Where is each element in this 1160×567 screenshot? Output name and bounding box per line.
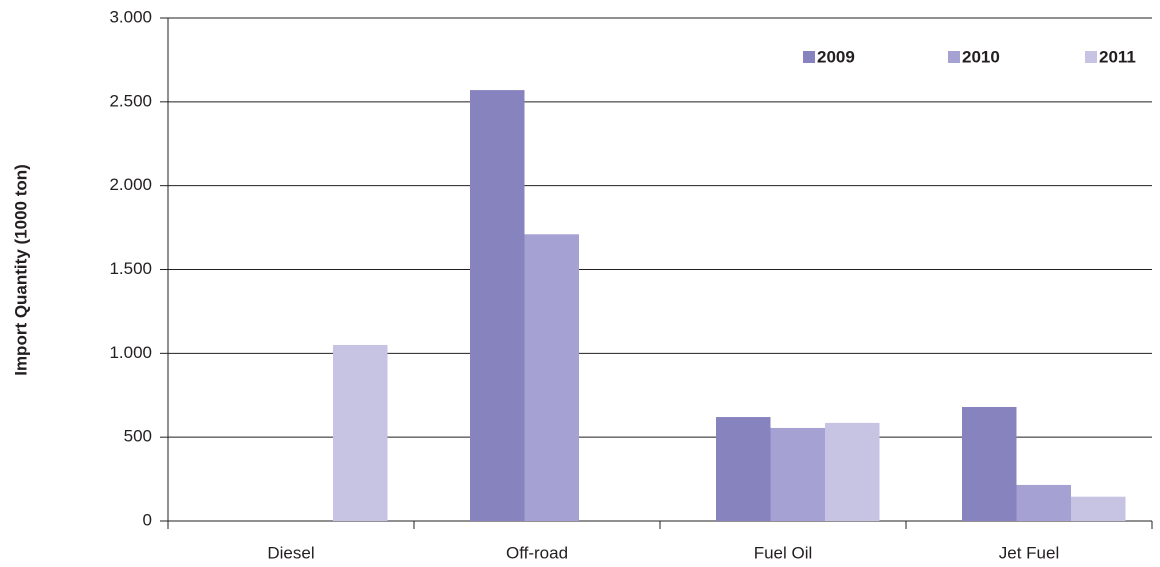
y-tick-label: 3.000 (109, 7, 152, 26)
bar (962, 406, 1017, 521)
bar (333, 344, 388, 521)
y-tick-label: 0 (143, 510, 152, 529)
x-tick-label: Fuel Oil (754, 543, 813, 562)
bar (524, 234, 579, 522)
y-axis-title: Import Quantity (1000 ton) (11, 164, 30, 376)
bar (825, 422, 880, 521)
legend-label: 2009 (817, 47, 855, 66)
bar (1071, 496, 1126, 521)
x-tick-label: Jet Fuel (999, 543, 1059, 562)
bar (1016, 484, 1071, 521)
y-tick-label: 2.500 (109, 91, 152, 110)
y-tick-label: 2.000 (109, 175, 152, 194)
bar (770, 427, 825, 521)
legend-label: 2010 (962, 47, 1000, 66)
bar (716, 417, 771, 521)
y-tick-label: 1.500 (109, 259, 152, 278)
legend-swatch (948, 51, 960, 63)
y-tick-label: 1.000 (109, 343, 152, 362)
legend-label: 2011 (1099, 47, 1136, 66)
legend-swatch (803, 51, 815, 63)
x-tick-label: Off-road (506, 543, 568, 562)
legend-swatch (1085, 51, 1097, 63)
y-tick-label: 500 (124, 427, 152, 446)
x-tick-label: Diesel (267, 543, 314, 562)
bar (470, 90, 525, 521)
